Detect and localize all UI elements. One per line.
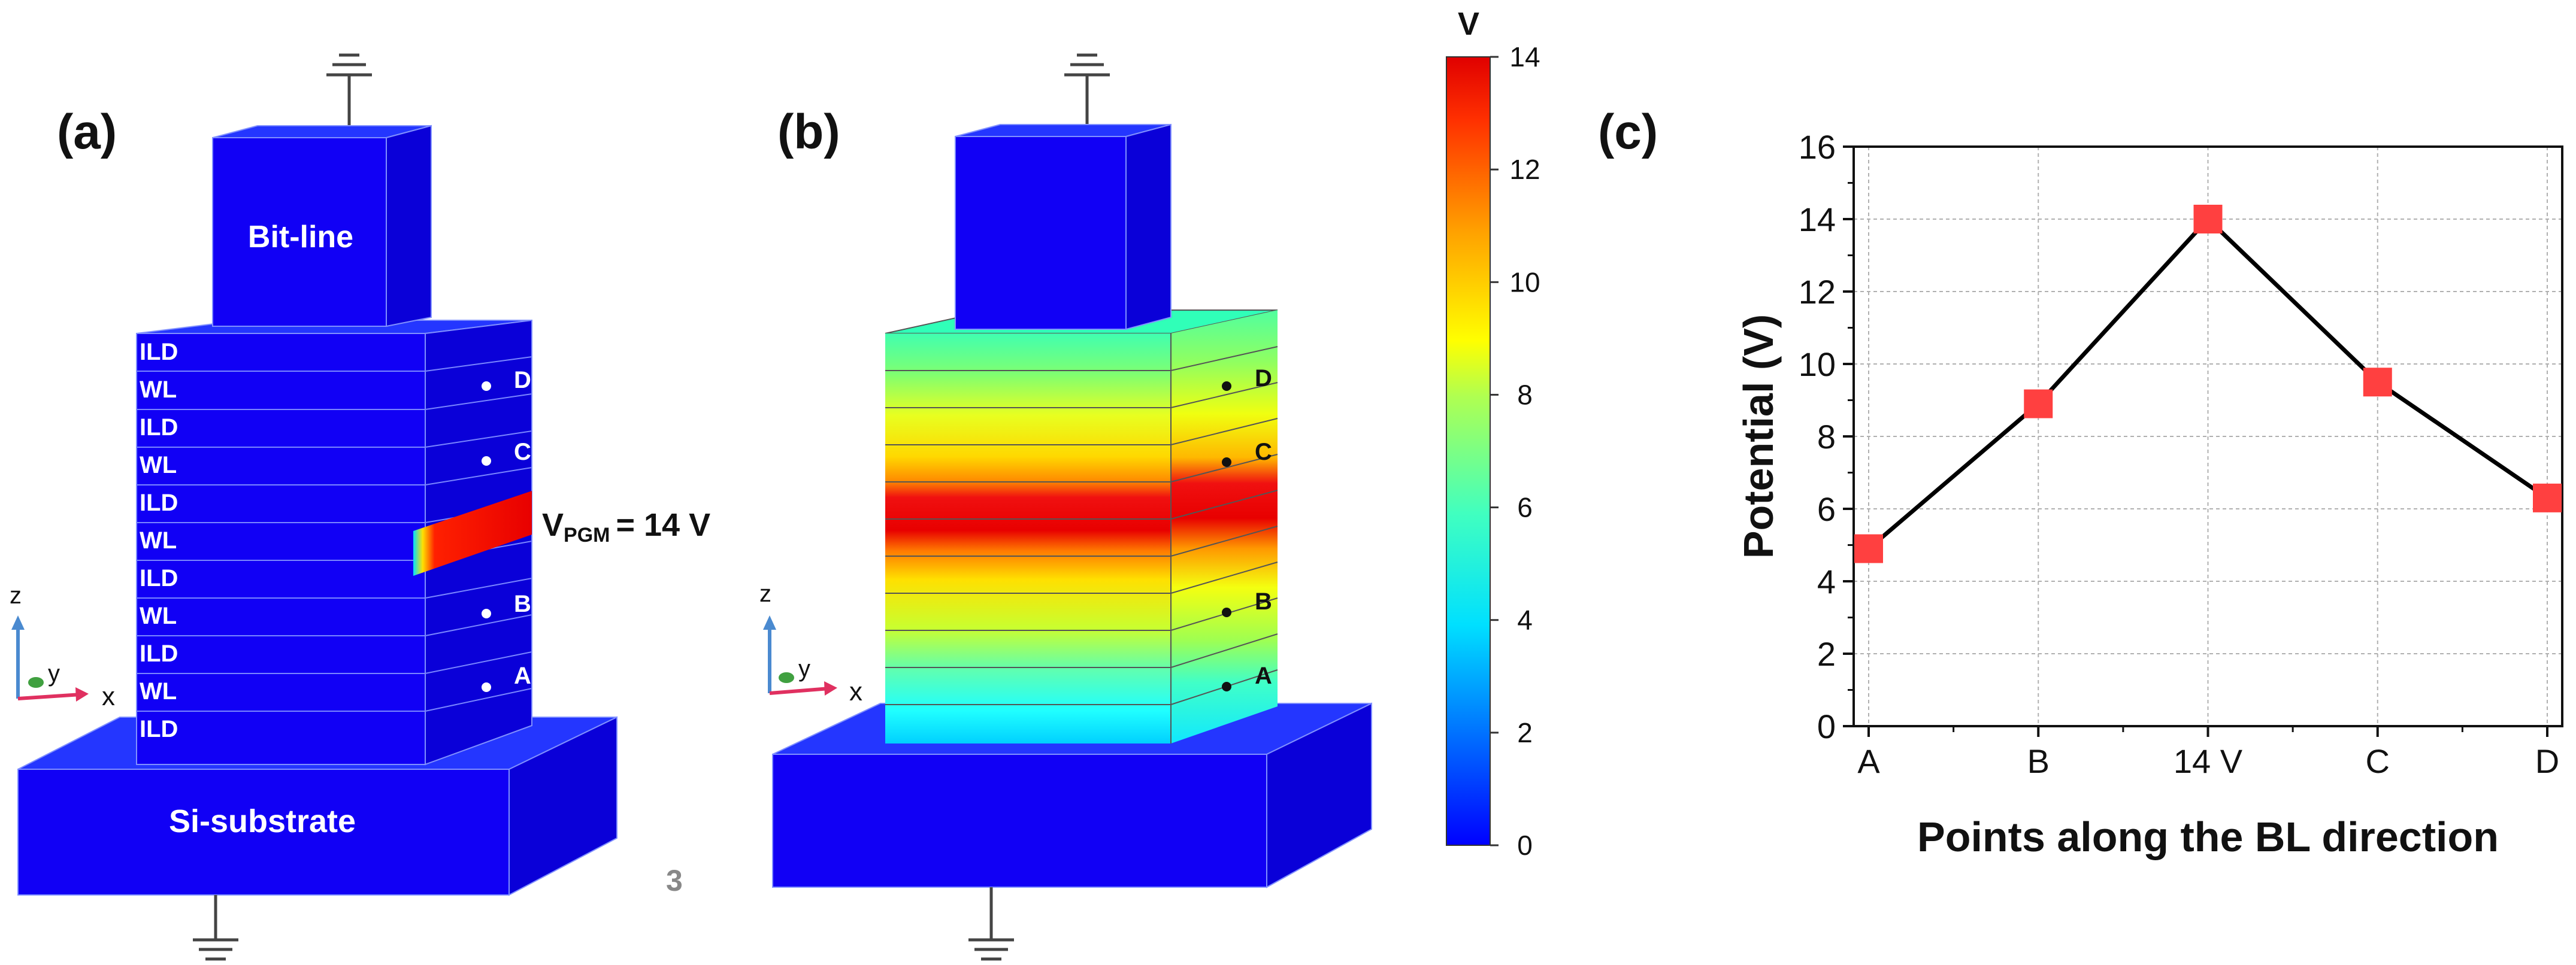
y-tick-label: 2 bbox=[1817, 635, 1836, 673]
probe-label: C bbox=[514, 439, 531, 465]
y-tick-label: 12 bbox=[1799, 273, 1836, 311]
colorbar-tick-label: 8 bbox=[1517, 379, 1533, 410]
probe-label: D bbox=[1255, 365, 1272, 392]
probe-dot bbox=[1222, 608, 1231, 617]
panel-c: (c) 0 2 4 6 8 10 12 14 16 A B 14 V C D Points along th… bbox=[1598, 105, 2563, 860]
vpgm-main: V bbox=[542, 507, 564, 543]
probe-dot bbox=[482, 682, 491, 692]
x-tick-label: D bbox=[2535, 742, 2559, 780]
colorbar-unit: V bbox=[1458, 6, 1479, 42]
probe-dot bbox=[1222, 682, 1231, 691]
layer-label: ILD bbox=[140, 641, 178, 667]
x-axis-label: Points along the BL direction bbox=[1917, 814, 2499, 860]
y-tick-label: 14 bbox=[1799, 201, 1836, 238]
svg-text:VPGM= 14 V: VPGM = 14 V bbox=[542, 507, 710, 547]
x-tick-label: B bbox=[2027, 742, 2050, 780]
layer-label: WL bbox=[140, 678, 177, 705]
axis-triad-b: z y x bbox=[759, 581, 862, 706]
page-number: 3 bbox=[666, 864, 683, 897]
y-tick-label: 6 bbox=[1817, 490, 1836, 528]
substrate-label: Si-substrate bbox=[169, 803, 356, 839]
data-point-marker bbox=[2363, 368, 2392, 397]
layer-labels: ILD WL ILD WL ILD WL ILD WL ILD WL ILD bbox=[140, 339, 178, 742]
probe-dot bbox=[482, 381, 491, 391]
layer-label: ILD bbox=[140, 339, 178, 365]
line-chart: 0 2 4 6 8 10 12 14 16 A B 14 V C D Points along the BL… bbox=[1735, 128, 2563, 860]
layer-label: ILD bbox=[140, 490, 178, 516]
panel-a: (a) Si-substrate bbox=[10, 53, 710, 961]
layer-label: ILD bbox=[140, 414, 178, 441]
colorbar-tick-label: 10 bbox=[1509, 266, 1540, 298]
panel-b: (b) bbox=[759, 6, 1540, 961]
probe-points-b: D C B A bbox=[1222, 365, 1272, 691]
x-tick-label: A bbox=[1857, 742, 1880, 780]
axis-x: x bbox=[102, 682, 115, 711]
y-axis-label: Potential (V) bbox=[1735, 314, 1782, 559]
panel-c-label: (c) bbox=[1598, 105, 1658, 159]
probe-label: D bbox=[514, 367, 531, 393]
axis-z: z bbox=[10, 582, 22, 609]
layer-label: WL bbox=[140, 527, 177, 554]
probe-points-a: D C B A bbox=[482, 367, 531, 692]
axis-triad-a: z y x bbox=[10, 582, 115, 711]
data-point-marker bbox=[2533, 483, 2562, 512]
layer-label: WL bbox=[140, 452, 177, 478]
bit-line-b bbox=[955, 123, 1172, 330]
ground-symbol-bottom-b bbox=[968, 887, 1014, 961]
probe-label: A bbox=[514, 663, 531, 689]
probe-dot bbox=[1222, 457, 1231, 467]
ground-symbol-top bbox=[326, 53, 372, 126]
vpgm-value: = 14 V bbox=[616, 507, 710, 543]
layer-label: WL bbox=[140, 377, 177, 403]
panel-a-label: (a) bbox=[57, 105, 117, 159]
probe-dot bbox=[482, 456, 491, 466]
vpgm-annotation: VPGM = 14 V bbox=[542, 507, 710, 547]
y-tick-label: 8 bbox=[1817, 418, 1836, 456]
colorbar-tick-label: 0 bbox=[1517, 830, 1533, 861]
x-tick-label: C bbox=[2366, 742, 2390, 780]
probe-dot bbox=[1222, 381, 1231, 391]
bit-line bbox=[212, 125, 432, 327]
programmed-wordline bbox=[413, 491, 532, 576]
colorbar-tick-label: 4 bbox=[1517, 605, 1533, 636]
x-tick-label: 14 V bbox=[2174, 742, 2243, 780]
axis-y: y bbox=[48, 660, 60, 687]
probe-label: A bbox=[1255, 663, 1272, 689]
ground-symbol-bottom bbox=[193, 895, 238, 961]
data-point-marker bbox=[2193, 205, 2223, 233]
axis-x: x bbox=[849, 677, 862, 706]
colorbar: V 0 2 4 6 8 10 12 14 bbox=[1446, 6, 1540, 861]
layer-label: WL bbox=[140, 603, 177, 629]
y-tick-label: 0 bbox=[1817, 708, 1836, 745]
axis-z: z bbox=[759, 581, 771, 607]
vpgm-sub: PGM bbox=[564, 524, 610, 547]
ground-symbol-top-b bbox=[1064, 53, 1110, 126]
layer-stack bbox=[136, 319, 532, 766]
colorbar-tick-label: 14 bbox=[1509, 41, 1540, 72]
bit-line-label: Bit-line bbox=[248, 220, 353, 254]
colorbar-tick-label: 12 bbox=[1509, 154, 1540, 185]
layer-label: ILD bbox=[140, 565, 178, 591]
y-tick-label: 4 bbox=[1817, 563, 1836, 600]
probe-label: B bbox=[514, 591, 531, 617]
probe-label: B bbox=[1255, 588, 1272, 615]
colorbar-ticks: 0 2 4 6 8 10 12 14 bbox=[1490, 41, 1540, 861]
colorbar-tick-label: 6 bbox=[1517, 492, 1533, 523]
panel-b-label: (b) bbox=[777, 105, 840, 159]
axis-y: y bbox=[798, 656, 810, 682]
data-point-marker bbox=[1854, 534, 1883, 563]
data-point-marker bbox=[2024, 389, 2053, 418]
probe-label: C bbox=[1255, 439, 1272, 465]
colorbar-tick-label: 2 bbox=[1517, 717, 1533, 748]
potential-stack bbox=[885, 309, 1278, 744]
probe-dot bbox=[482, 609, 491, 618]
layer-label: ILD bbox=[140, 716, 178, 742]
y-tick-label: 16 bbox=[1799, 128, 1836, 166]
y-tick-label: 10 bbox=[1799, 345, 1836, 383]
